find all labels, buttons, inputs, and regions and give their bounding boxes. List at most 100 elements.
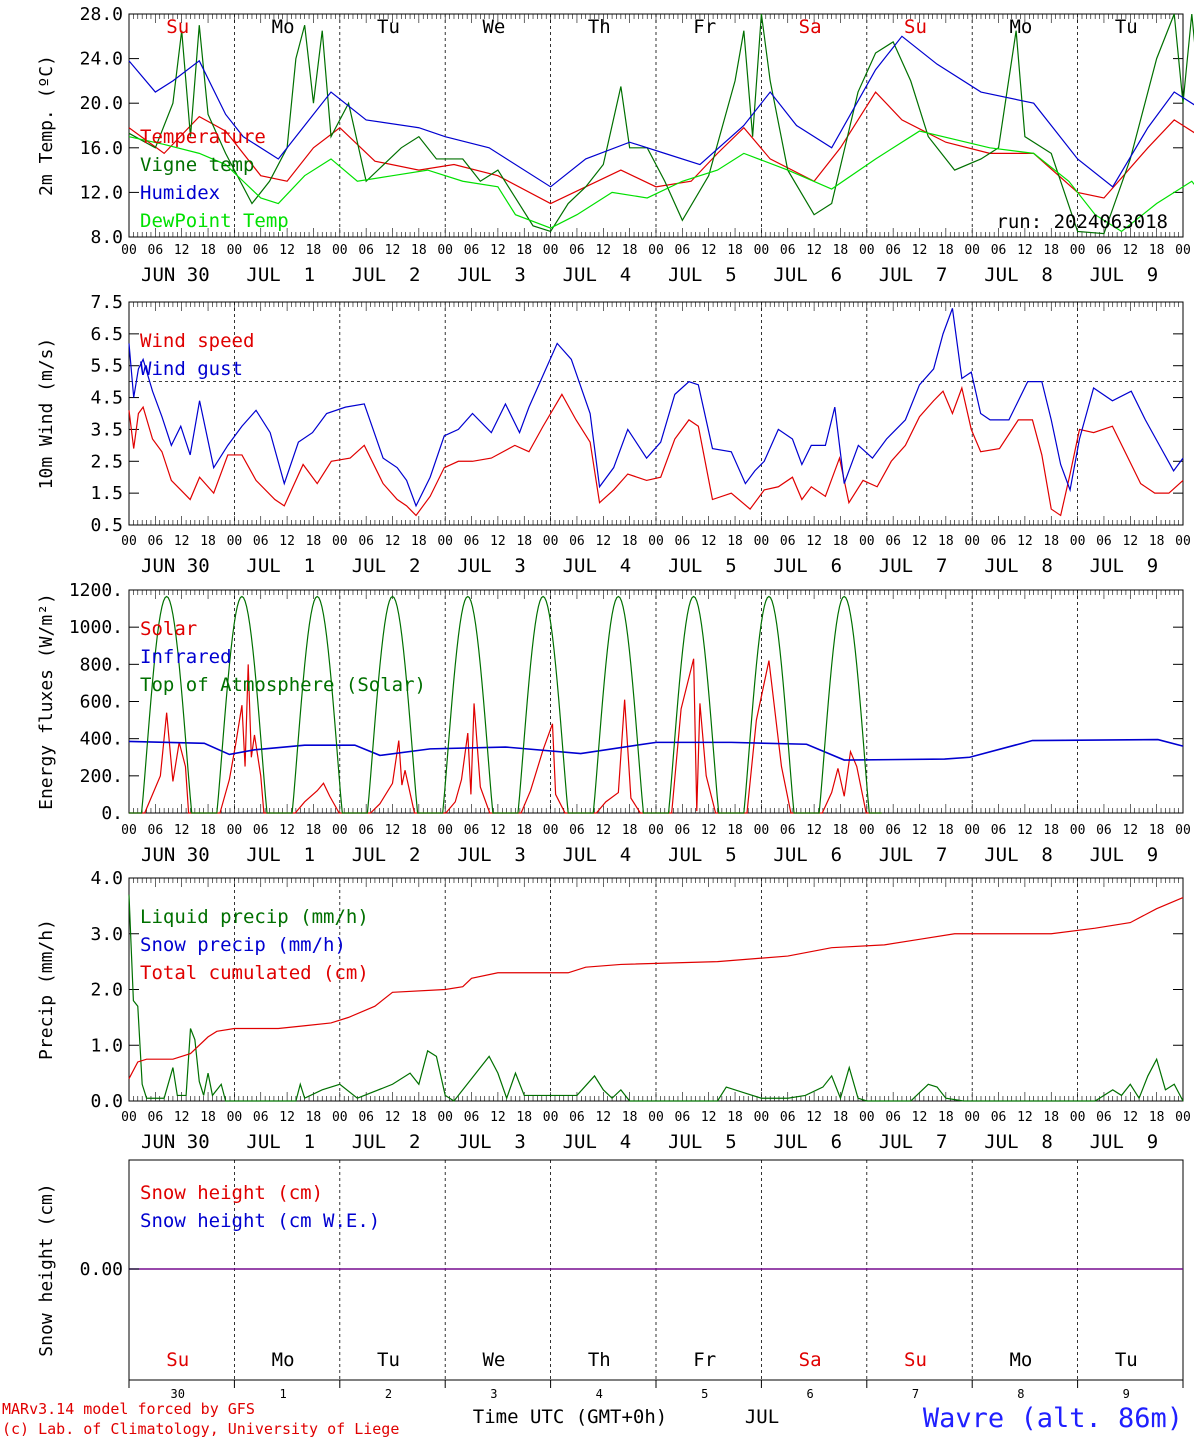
hour-tick-label: 12 <box>1017 1110 1033 1125</box>
hour-tick-label: 18 <box>1043 823 1059 838</box>
hour-tick-label: 00 <box>964 534 980 549</box>
y-axis-label: Energy fluxes (W/m²) <box>36 593 57 810</box>
hour-tick-label: 18 <box>306 823 322 838</box>
hour-tick-label: 18 <box>1149 1110 1165 1125</box>
hour-tick-label: 18 <box>1043 1110 1059 1125</box>
y-tick-label: 400. <box>80 729 123 750</box>
legend-entry: Snow height (cm) <box>140 1182 323 1204</box>
date-label: JUL 7 <box>879 1131 948 1153</box>
day-number-label: 3 <box>490 1387 497 1401</box>
hour-tick-label: 12 <box>701 1110 717 1125</box>
hour-tick-label: 00 <box>332 243 348 258</box>
hour-tick-label: 00 <box>648 823 664 838</box>
hour-tick-label: 18 <box>833 534 849 549</box>
hour-tick-label: 18 <box>622 1110 638 1125</box>
hour-tick-label: 00 <box>1175 243 1191 258</box>
hour-tick-label: 12 <box>912 1110 928 1125</box>
series-line-3 <box>128 130 1194 233</box>
hour-tick-label: 00 <box>1175 534 1191 549</box>
hour-tick-label: 06 <box>464 823 480 838</box>
hour-tick-label: 18 <box>1149 534 1165 549</box>
date-label: JUL 6 <box>773 555 842 577</box>
hour-tick-label: 18 <box>306 243 322 258</box>
weekday-label-top: Su <box>166 16 189 38</box>
panel-5: 0.00 Snow height (cm) Snow height (cm) Snow… <box>36 1159 1184 1388</box>
hour-tick-label: 00 <box>1070 243 1086 258</box>
hour-tick-label: 12 <box>1017 243 1033 258</box>
hour-tick-label: 12 <box>806 243 822 258</box>
y-tick-label: 3.5 <box>90 419 123 440</box>
hour-tick-label: 06 <box>1096 823 1112 838</box>
day-number-label: 30 <box>170 1387 184 1401</box>
day-number-label: 8 <box>1017 1387 1024 1401</box>
date-label: JUL 3 <box>457 1131 526 1153</box>
hour-tick-label: 00 <box>1070 1110 1086 1125</box>
date-label: JUL 2 <box>352 1131 421 1153</box>
y-axis-label: 10m Wind (m/s) <box>36 338 57 490</box>
hour-tick-label: 06 <box>991 823 1007 838</box>
hour-tick-label: 00 <box>227 1110 243 1125</box>
hour-tick-label: 06 <box>885 243 901 258</box>
hour-tick-label: 00 <box>1175 823 1191 838</box>
weekday-label-top: Tu <box>1115 16 1138 38</box>
legend-entry: Snow height (cm W.E.) <box>140 1210 380 1232</box>
hour-tick-label: 18 <box>938 534 954 549</box>
hour-tick-label: 18 <box>411 1110 427 1125</box>
hour-tick-label: 06 <box>464 243 480 258</box>
y-tick-label: 0.00 <box>80 1259 123 1280</box>
hour-tick-label: 06 <box>148 534 164 549</box>
series-line-1 <box>128 13 1194 235</box>
hour-tick-label: 06 <box>675 823 691 838</box>
hour-tick-label: 06 <box>780 243 796 258</box>
hour-tick-label: 12 <box>595 534 611 549</box>
y-tick-label: 12.0 <box>80 182 123 203</box>
y-tick-label: 28.0 <box>80 4 123 25</box>
y-tick-label: 2.5 <box>90 451 123 472</box>
hour-tick-label: 18 <box>200 243 216 258</box>
hour-tick-label: 00 <box>964 1110 980 1125</box>
y-tick-label: 1200. <box>69 580 123 601</box>
hour-tick-label: 00 <box>227 823 243 838</box>
hour-tick-label: 06 <box>148 243 164 258</box>
hour-tick-label: 12 <box>174 823 190 838</box>
date-label: JUL 1 <box>246 555 315 577</box>
date-label: JUL 3 <box>457 555 526 577</box>
day-number-label: 4 <box>596 1387 603 1401</box>
legend-entry: Vigne temp <box>140 154 254 176</box>
y-tick-label: 800. <box>80 654 123 675</box>
hour-tick-label: 12 <box>279 534 295 549</box>
hour-tick-label: 06 <box>991 1110 1007 1125</box>
hour-tick-label: 12 <box>912 534 928 549</box>
hour-tick-label: 00 <box>754 1110 770 1125</box>
hour-tick-label: 18 <box>833 1110 849 1125</box>
hour-tick-label: 06 <box>1096 1110 1112 1125</box>
date-label: JUL 6 <box>773 844 842 866</box>
hour-tick-label: 12 <box>385 1110 401 1125</box>
weekday-label-bottom: Sa <box>799 1349 822 1371</box>
hour-tick-label: 00 <box>332 1110 348 1125</box>
hour-tick-label: 00 <box>227 534 243 549</box>
y-tick-label: 16.0 <box>80 138 123 159</box>
weekday-label-top: Mo <box>272 16 295 38</box>
hour-tick-label: 06 <box>569 534 585 549</box>
hour-tick-label: 06 <box>991 534 1007 549</box>
weekday-label-top: We <box>482 16 505 38</box>
date-label: JUL 8 <box>984 555 1053 577</box>
y-tick-label: 2.0 <box>90 980 123 1001</box>
hour-tick-label: 18 <box>516 534 532 549</box>
series-line-2 <box>129 595 882 814</box>
hour-tick-label: 00 <box>437 823 453 838</box>
date-label: JUL 7 <box>879 555 948 577</box>
hour-tick-label: 12 <box>385 823 401 838</box>
legend-entry: Top of Atmosphere (Solar) <box>140 674 426 696</box>
weekday-label-bottom: Mo <box>272 1349 295 1371</box>
y-tick-label: 0.0 <box>90 1091 123 1112</box>
weekday-label-top: Sa <box>799 16 822 38</box>
hour-tick-label: 00 <box>648 534 664 549</box>
y-axis-label: Precip (mm/h) <box>36 919 57 1060</box>
hour-tick-label: 12 <box>174 534 190 549</box>
hour-tick-label: 06 <box>991 243 1007 258</box>
hour-tick-label: 18 <box>1149 243 1165 258</box>
hour-tick-label: 00 <box>437 243 453 258</box>
